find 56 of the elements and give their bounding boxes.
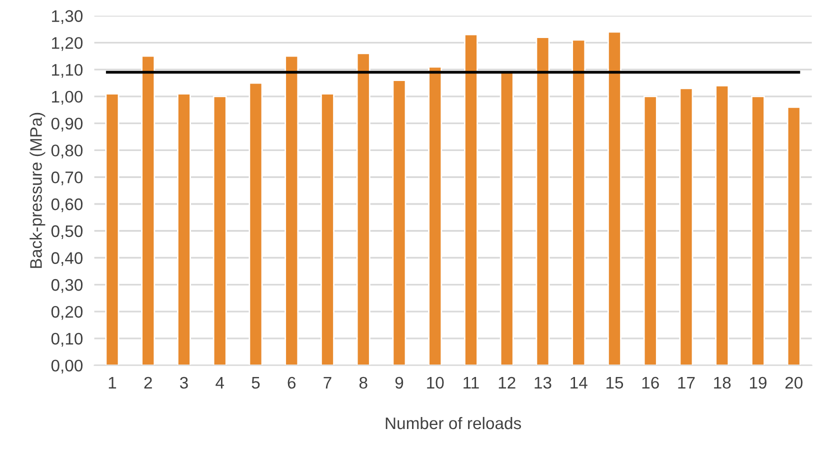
bar xyxy=(105,93,120,366)
x-tick-label: 1 xyxy=(108,377,116,388)
y-tick-label: 1,20 xyxy=(52,37,83,51)
y-tick-label: 0,90 xyxy=(51,118,83,132)
x-tick-label: 15 xyxy=(606,377,624,389)
x-tick-label: 11 xyxy=(464,377,479,388)
x-tick-label: 6 xyxy=(288,376,296,389)
x-tick-label: 13 xyxy=(534,376,552,389)
bar xyxy=(786,106,801,366)
x-tick-label: 12 xyxy=(498,376,516,388)
x-tick-label: 2 xyxy=(144,376,152,388)
x-tick-label: 18 xyxy=(714,376,731,389)
y-tick-label: 0,60 xyxy=(51,198,83,212)
bar xyxy=(428,66,442,366)
bar xyxy=(608,31,622,366)
x-tick-label: 20 xyxy=(785,376,802,389)
y-axis-title: Back-pressure (MPa) xyxy=(30,112,46,268)
y-tick-label: 1,30 xyxy=(52,10,83,24)
y-tick-label: 0,00 xyxy=(51,360,83,374)
bar xyxy=(177,93,191,366)
bar xyxy=(141,55,156,366)
y-tick-label: 0,30 xyxy=(51,279,83,293)
x-tick-label: 19 xyxy=(750,376,766,389)
x-tick-label: 4 xyxy=(216,377,224,388)
bar xyxy=(464,34,478,366)
x-tick-label: 5 xyxy=(252,377,260,389)
bar xyxy=(248,82,263,366)
bar xyxy=(500,72,514,366)
x-tick-label: 7 xyxy=(324,377,332,388)
y-tick-label: 0,20 xyxy=(51,306,83,320)
bar xyxy=(356,52,370,366)
bar xyxy=(715,84,730,366)
bar xyxy=(679,88,694,366)
x-tick-label: 16 xyxy=(642,376,659,389)
y-tick-label: 0,50 xyxy=(51,225,83,240)
y-tick-label: 0,40 xyxy=(51,252,83,266)
y-tick-label: 0,10 xyxy=(51,332,83,347)
x-tick-label: 17 xyxy=(678,377,695,388)
bar xyxy=(392,80,406,366)
bar xyxy=(320,93,334,366)
x-tick-label: 10 xyxy=(427,376,444,389)
bar xyxy=(643,96,658,366)
y-tick-label: 1,00 xyxy=(52,90,83,105)
x-tick-label: 14 xyxy=(570,377,588,388)
bar xyxy=(284,55,299,366)
y-tick-label: 1,10 xyxy=(52,64,83,78)
y-tick-label: 0,70 xyxy=(51,172,83,186)
bar xyxy=(751,96,765,366)
y-tick-label: 0,80 xyxy=(51,144,83,158)
bar xyxy=(212,96,227,366)
x-tick-label: 3 xyxy=(180,376,188,389)
bar xyxy=(536,36,550,366)
x-tick-label: 9 xyxy=(395,376,404,389)
x-tick-label: 8 xyxy=(359,376,368,389)
x-axis-title: Number of reloads xyxy=(386,416,522,430)
bar xyxy=(572,39,586,366)
